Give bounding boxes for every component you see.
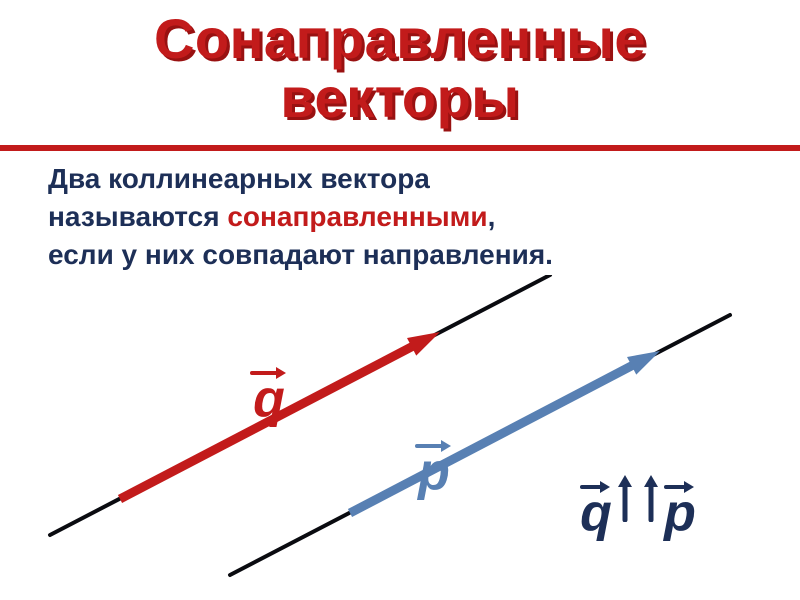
vector-label-p: p — [415, 438, 453, 502]
page-title: Сонаправленныевекторы Сонаправленныевект… — [0, 10, 800, 128]
def-line-3: если у них совпадают направления. — [48, 236, 553, 274]
vectors-diagram — [40, 275, 760, 585]
definition-text: Два коллинеарных вектора называются сона… — [48, 160, 553, 273]
def-line-2: называются сонаправленными, — [48, 198, 553, 236]
def-line-1: Два коллинеарных вектора — [48, 160, 553, 198]
codirectional-notation: qp — [580, 473, 696, 535]
vector-label-q: q — [250, 365, 288, 429]
def-highlight: сонаправленными — [227, 201, 487, 232]
divider-line — [0, 145, 800, 151]
